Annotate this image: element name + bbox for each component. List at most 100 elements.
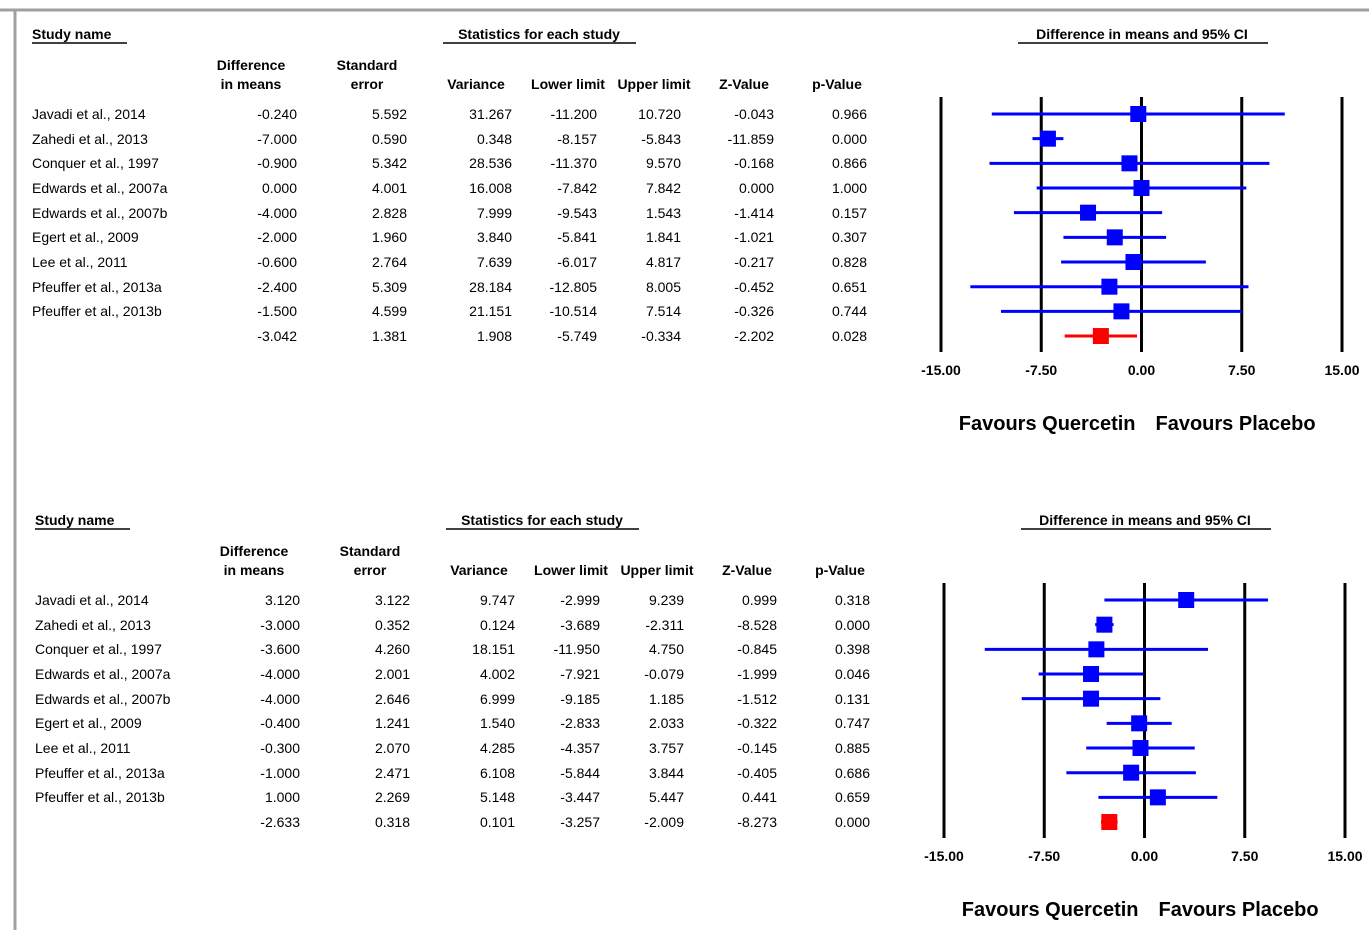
table-value: -6.017 xyxy=(557,254,597,271)
table-value: 28.184 xyxy=(469,278,512,295)
table-value: -1.512 xyxy=(737,690,777,707)
table-value: 0.885 xyxy=(834,740,870,757)
x-tick-label: -15.00 xyxy=(921,362,961,378)
table-value: -4.000 xyxy=(260,666,300,682)
table-value: -0.900 xyxy=(257,155,297,172)
stats-header: Statistics for each study xyxy=(461,512,623,528)
x-tick-label: -7.50 xyxy=(1025,362,1058,378)
table-value: -3.689 xyxy=(560,616,600,633)
table-value: 4.599 xyxy=(371,303,407,320)
table-value: 0.157 xyxy=(831,204,867,221)
table-value: 6.999 xyxy=(479,690,515,707)
table-value: 0.000 xyxy=(261,180,297,196)
table-value: 3.840 xyxy=(476,229,512,246)
effect-marker xyxy=(1125,254,1142,271)
table-value: 9.239 xyxy=(648,592,684,608)
table-value: -2.311 xyxy=(645,616,684,633)
table-value: -8.528 xyxy=(737,616,777,633)
table-value: 1.841 xyxy=(645,229,681,246)
favours-left: Favours Quercetin xyxy=(958,413,1136,435)
column-header: Standard error xyxy=(339,543,401,578)
table-value: -11.950 xyxy=(553,641,600,658)
table-value: -2.202 xyxy=(734,328,774,345)
column-header: Upper limit xyxy=(617,76,691,92)
table-value: 2.471 xyxy=(374,764,410,781)
table-value: -2.400 xyxy=(257,278,297,295)
effect-marker xyxy=(1121,155,1138,172)
table-value: -8.273 xyxy=(737,814,777,831)
table-value: -3.000 xyxy=(260,616,300,633)
study-name: Zahedi et al., 2013 xyxy=(35,616,151,633)
summary-marker xyxy=(1092,328,1109,345)
column-header: Lower limit xyxy=(531,76,605,92)
table-value: 3.120 xyxy=(264,592,300,608)
effect-marker xyxy=(1132,740,1149,757)
table-value: 9.570 xyxy=(645,155,681,172)
table-value: 7.842 xyxy=(645,180,681,196)
table-value: 3.757 xyxy=(648,740,684,757)
table-value: -0.845 xyxy=(737,641,777,658)
table-value: -8.157 xyxy=(557,130,597,147)
effect-marker xyxy=(1083,666,1100,683)
table-value: 0.131 xyxy=(834,690,870,707)
stats-header: Statistics for each study xyxy=(458,26,620,42)
effect-marker xyxy=(1178,592,1195,608)
table-value: -1.000 xyxy=(260,764,300,781)
table-value: -0.079 xyxy=(644,666,684,682)
column-header: Difference in means xyxy=(216,57,286,92)
x-tick-label: 7.50 xyxy=(1231,848,1259,864)
table-value: -2.000 xyxy=(257,229,297,246)
table-value: 0.348 xyxy=(476,130,512,147)
table-value: -9.543 xyxy=(557,204,597,221)
table-value: -0.452 xyxy=(734,278,774,295)
study-name: Edwards et al., 2007b xyxy=(35,690,171,707)
table-value: 2.033 xyxy=(648,715,684,732)
table-value: 6.108 xyxy=(479,764,515,781)
study-name: Edwards et al., 2007a xyxy=(35,666,171,682)
table-value: -1.500 xyxy=(257,303,297,320)
table-value: 5.447 xyxy=(648,789,684,806)
table-value: 1.000 xyxy=(831,180,867,196)
table-value: -0.600 xyxy=(257,254,297,271)
table-value: -9.185 xyxy=(560,690,600,707)
table-value: 2.828 xyxy=(371,204,407,221)
table-value: 28.536 xyxy=(469,155,512,172)
table-value: 2.646 xyxy=(374,690,410,707)
table-value: 31.267 xyxy=(469,106,512,122)
table-value: 2.764 xyxy=(371,254,407,271)
table-value: -1.999 xyxy=(737,666,777,682)
table-value: -2.999 xyxy=(560,592,600,608)
table-value: 0.866 xyxy=(831,155,867,172)
table-value: 0.352 xyxy=(374,616,410,633)
column-header: Lower limit xyxy=(534,562,608,578)
column-header: Upper limit xyxy=(620,562,694,578)
study-name: Egert et al., 2009 xyxy=(35,715,142,732)
table-value: -7.921 xyxy=(560,666,600,682)
effect-marker xyxy=(1096,616,1113,633)
study-name: Pfeuffer et al., 2013b xyxy=(35,789,165,806)
table-value: -0.322 xyxy=(737,715,777,732)
table-value: 0.441 xyxy=(741,789,777,806)
study-name: Pfeuffer et al., 2013a xyxy=(32,278,162,295)
table-value: -3.257 xyxy=(560,814,600,831)
table-value: -2.633 xyxy=(260,814,300,831)
effect-marker xyxy=(1101,278,1118,295)
table-value: 0.590 xyxy=(371,130,407,147)
column-header: Standard error xyxy=(336,57,398,92)
effect-marker xyxy=(1106,229,1123,246)
plot-header: Difference in means and 95% CI xyxy=(1039,512,1251,528)
x-tick-label: -7.50 xyxy=(1028,848,1061,864)
table-value: -7.842 xyxy=(557,180,597,196)
table-value: -4.357 xyxy=(560,740,600,757)
table-value: 0.651 xyxy=(831,278,867,295)
table-value: 4.260 xyxy=(374,641,410,658)
study-name: Zahedi et al., 2013 xyxy=(32,130,148,147)
table-value: -4.000 xyxy=(260,690,300,707)
table-value: -1.021 xyxy=(734,229,774,246)
table-value: 0.686 xyxy=(834,764,870,781)
table-value: 0.318 xyxy=(374,814,410,831)
effect-marker xyxy=(1133,180,1150,197)
effect-marker xyxy=(1123,764,1140,781)
study-name: Javadi et al., 2014 xyxy=(35,592,149,608)
